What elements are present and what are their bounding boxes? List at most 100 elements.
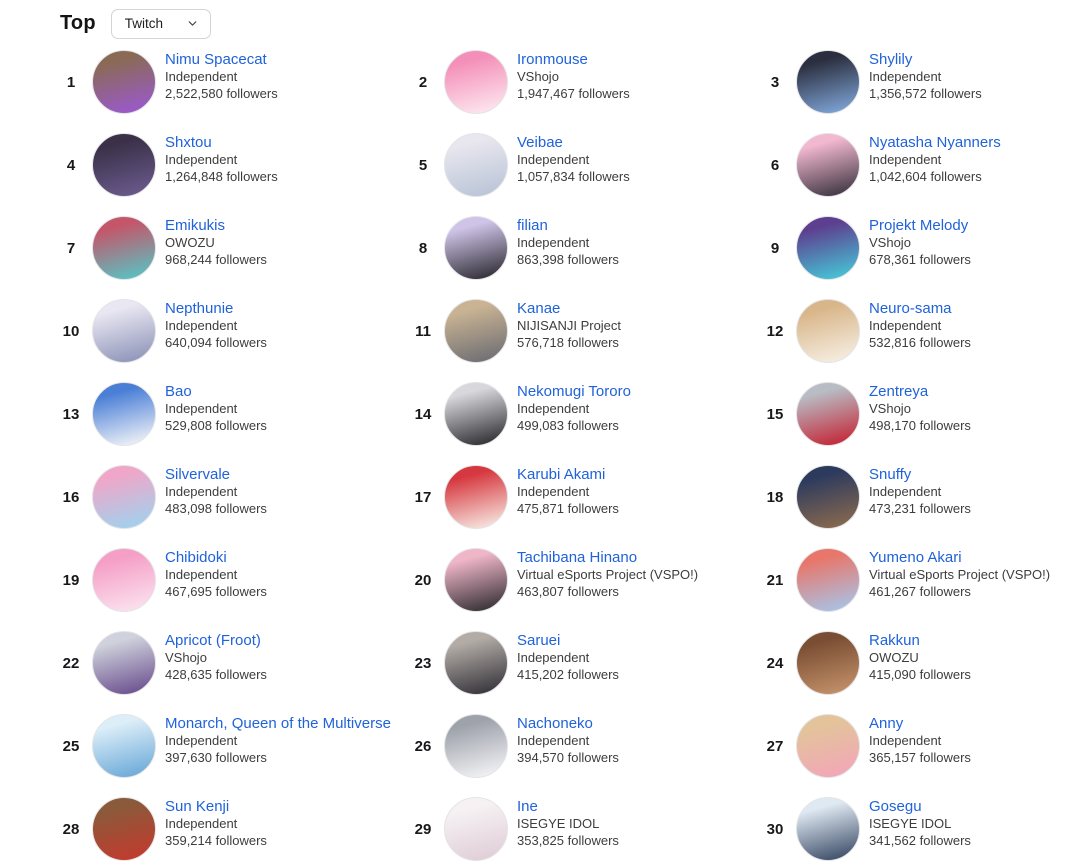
follower-count: 394,570 followers	[517, 750, 619, 765]
streamer-name-link[interactable]: Saruei	[517, 632, 561, 649]
streamer-avatar[interactable]	[796, 216, 860, 280]
streamer-name-link[interactable]: Veibae	[517, 134, 563, 151]
organization-label: Independent	[869, 318, 942, 333]
streamer-avatar[interactable]	[92, 797, 156, 861]
streamer-avatar[interactable]	[444, 797, 508, 861]
streamer-name-link[interactable]: Kanae	[517, 300, 561, 317]
rank-number: 2	[418, 73, 428, 91]
streamer-name-link[interactable]: Tachibana Hinano	[517, 549, 638, 566]
streamer-avatar[interactable]	[92, 714, 156, 778]
streamer-info: Apricot (Froot) VShojo 428,635 followers	[165, 631, 267, 683]
streamer-name-link[interactable]: Ironmouse	[517, 51, 588, 68]
streamer-avatar[interactable]	[444, 714, 508, 778]
rank-number: 22	[62, 654, 80, 672]
streamer-info: Nyatasha Nyanners Independent 1,042,604 …	[869, 133, 1001, 185]
streamer-name-link[interactable]: Silvervale	[165, 466, 231, 483]
streamer-avatar[interactable]	[796, 50, 860, 114]
streamer-avatar[interactable]	[796, 797, 860, 861]
streamer-name-link[interactable]: Gosegu	[869, 798, 922, 815]
streamer-info: Nekomugi Tororo Independent 499,083 foll…	[517, 382, 631, 434]
streamer-info: Zentreya VShojo 498,170 followers	[869, 382, 971, 434]
leaderboard-entry: 7 Emikukis OWOZU 968,244 followers	[54, 216, 406, 280]
organization-label: Independent	[165, 318, 238, 333]
streamer-info: Monarch, Queen of the Multiverse Indepen…	[165, 714, 391, 766]
streamer-name-link[interactable]: Nyatasha Nyanners	[869, 134, 1001, 151]
streamer-avatar[interactable]	[796, 382, 860, 446]
streamer-name-link[interactable]: Neuro-sama	[869, 300, 952, 317]
leaderboard-entry: 10 Nepthunie Independent 640,094 followe…	[54, 299, 406, 363]
streamer-avatar[interactable]	[92, 133, 156, 197]
streamer-name-link[interactable]: Chibidoki	[165, 549, 227, 566]
follower-count: 1,264,848 followers	[165, 169, 278, 184]
follower-count: 1,356,572 followers	[869, 86, 982, 101]
leaderboard-grid: 1 Nimu Spacecat Independent 2,522,580 fo…	[0, 40, 1088, 861]
streamer-name-link[interactable]: filian	[517, 217, 548, 234]
streamer-name-link[interactable]: Shylily	[869, 51, 913, 68]
streamer-name-link[interactable]: Nachoneko	[517, 715, 593, 732]
streamer-avatar[interactable]	[444, 631, 508, 695]
organization-label: NIJISANJI Project	[517, 318, 622, 333]
streamer-name-link[interactable]: Yumeno Akari	[869, 549, 962, 566]
organization-label: VShojo	[165, 650, 207, 665]
organization-label: Independent	[869, 69, 942, 84]
follower-count: 1,057,834 followers	[517, 169, 630, 184]
streamer-name-link[interactable]: Shxtou	[165, 134, 212, 151]
follower-count: 428,635 followers	[165, 667, 267, 682]
streamer-avatar[interactable]	[796, 133, 860, 197]
leaderboard-entry: 8 filian Independent 863,398 followers	[406, 216, 758, 280]
leaderboard-entry: 3 Shylily Independent 1,356,572 follower…	[758, 50, 1088, 114]
organization-label: VShojo	[869, 401, 911, 416]
streamer-name-link[interactable]: Zentreya	[869, 383, 929, 400]
streamer-name-link[interactable]: Emikukis	[165, 217, 226, 234]
streamer-info: Veibae Independent 1,057,834 followers	[517, 133, 630, 185]
streamer-info: Rakkun OWOZU 415,090 followers	[869, 631, 971, 683]
rank-number: 10	[62, 322, 80, 340]
leaderboard-entry: 29 Ine ISEGYE IDOL 353,825 followers	[406, 797, 758, 861]
streamer-name-link[interactable]: Nimu Spacecat	[165, 51, 267, 68]
streamer-avatar[interactable]	[92, 216, 156, 280]
streamer-name-link[interactable]: Monarch, Queen of the Multiverse	[165, 715, 391, 732]
streamer-avatar[interactable]	[92, 382, 156, 446]
streamer-name-link[interactable]: Sun Kenji	[165, 798, 230, 815]
organization-label: Independent	[869, 152, 942, 167]
streamer-info: Ironmouse VShojo 1,947,467 followers	[517, 50, 630, 102]
streamer-avatar[interactable]	[444, 216, 508, 280]
organization-label: Independent	[165, 401, 238, 416]
streamer-avatar[interactable]	[444, 465, 508, 529]
streamer-name-link[interactable]: Nepthunie	[165, 300, 234, 317]
platform-select-dropdown[interactable]: Twitch	[110, 8, 211, 39]
leaderboard-entry: 19 Chibidoki Independent 467,695 followe…	[54, 548, 406, 612]
streamer-avatar[interactable]	[444, 133, 508, 197]
page-header: Top Twitch	[0, 0, 1088, 40]
streamer-avatar[interactable]	[796, 465, 860, 529]
streamer-avatar[interactable]	[92, 50, 156, 114]
streamer-name-link[interactable]: Bao	[165, 383, 192, 400]
streamer-name-link[interactable]: Karubi Akami	[517, 466, 606, 483]
streamer-name-link[interactable]: Nekomugi Tororo	[517, 383, 631, 400]
rank-number: 8	[418, 239, 428, 257]
streamer-avatar[interactable]	[92, 465, 156, 529]
streamer-avatar[interactable]	[796, 631, 860, 695]
streamer-avatar[interactable]	[444, 50, 508, 114]
streamer-avatar[interactable]	[444, 548, 508, 612]
organization-label: ISEGYE IDOL	[517, 816, 600, 831]
streamer-avatar[interactable]	[92, 299, 156, 363]
follower-count: 499,083 followers	[517, 418, 619, 433]
streamer-avatar[interactable]	[92, 548, 156, 612]
streamer-name-link[interactable]: Apricot (Froot)	[165, 632, 261, 649]
streamer-avatar[interactable]	[796, 548, 860, 612]
streamer-name-link[interactable]: Rakkun	[869, 632, 920, 649]
streamer-name-link[interactable]: Ine	[517, 798, 538, 815]
streamer-name-link[interactable]: Snuffy	[869, 466, 912, 483]
chevron-down-icon	[186, 17, 199, 30]
follower-count: 463,807 followers	[517, 584, 619, 599]
streamer-avatar[interactable]	[92, 631, 156, 695]
rank-number: 12	[766, 322, 784, 340]
streamer-avatar[interactable]	[444, 299, 508, 363]
streamer-name-link[interactable]: Anny	[869, 715, 904, 732]
streamer-avatar[interactable]	[444, 382, 508, 446]
streamer-avatar[interactable]	[796, 714, 860, 778]
leaderboard-entry: 9 Projekt Melody VShojo 678,361 follower…	[758, 216, 1088, 280]
streamer-avatar[interactable]	[796, 299, 860, 363]
streamer-name-link[interactable]: Projekt Melody	[869, 217, 969, 234]
